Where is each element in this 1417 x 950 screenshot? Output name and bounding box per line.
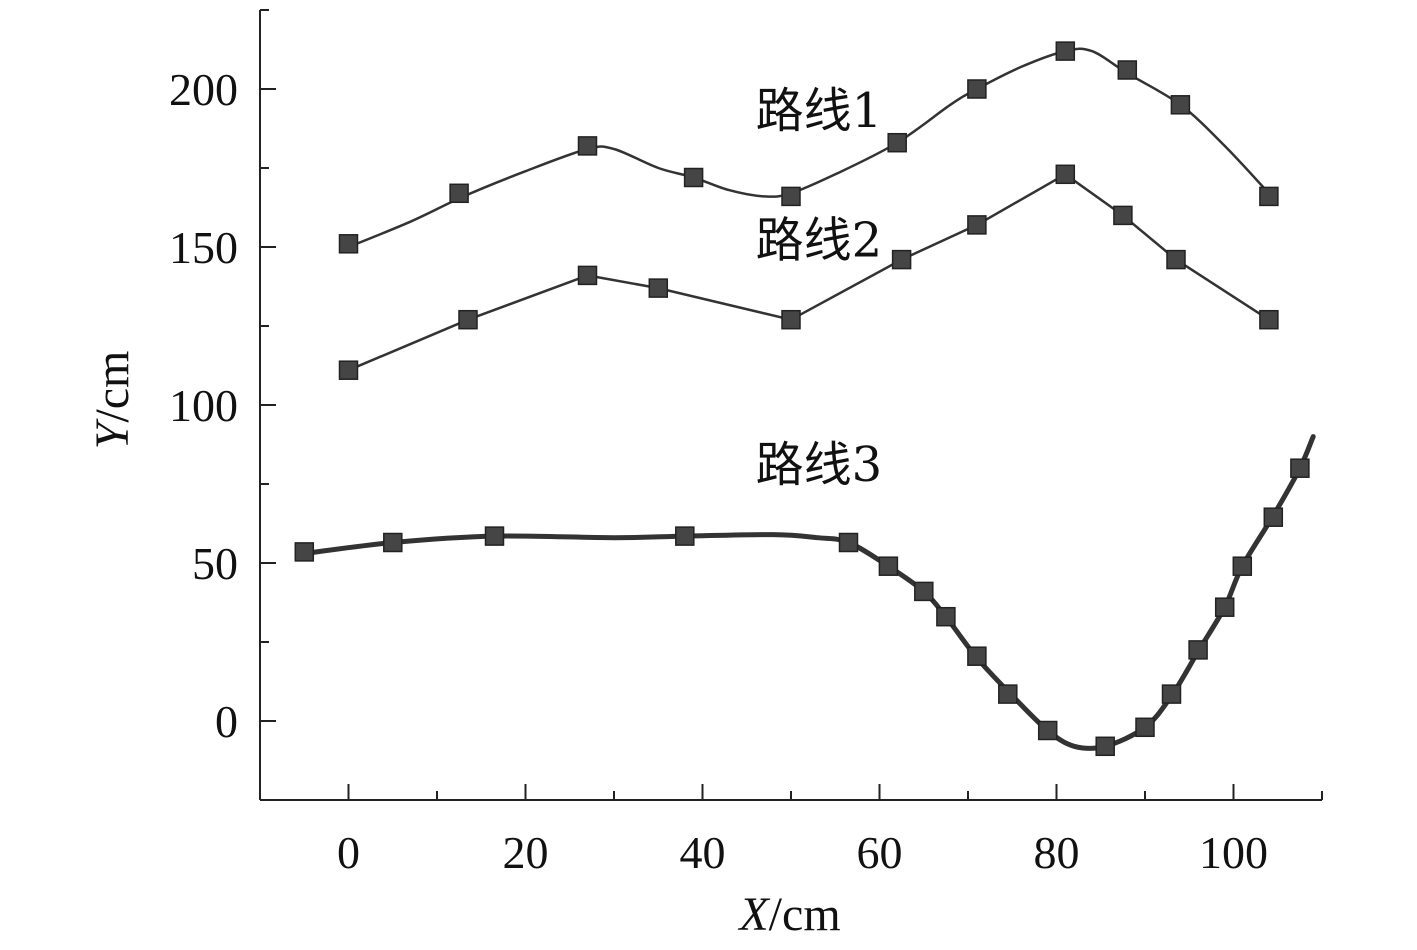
series-2-line	[347, 173, 1271, 372]
series-3-point	[967, 646, 987, 666]
series-labels: 路线1 路线2 路线3	[756, 83, 883, 493]
y-axis-title-var: Y	[86, 418, 139, 449]
series-3-point	[878, 556, 899, 576]
series-3-point	[383, 532, 403, 553]
series-3-point	[998, 684, 1018, 704]
y-axis-title: Y/cm	[86, 351, 139, 450]
y-tick-label: 200	[169, 64, 238, 115]
series-3-point	[1135, 717, 1155, 738]
series-1-line	[347, 47, 1271, 249]
x-axis-title: X/cm	[737, 888, 840, 941]
series-3-point	[1290, 458, 1310, 478]
series-1-point	[1055, 41, 1076, 61]
series-3-point	[1095, 736, 1115, 757]
series-1-point	[1259, 186, 1279, 207]
series-1-point	[338, 234, 359, 254]
series-3-point	[294, 542, 315, 562]
series-1-point	[683, 167, 704, 188]
y-tick-label: 150	[169, 222, 238, 273]
series-2-point	[781, 309, 801, 330]
series-3-point	[936, 606, 956, 627]
series-3-point	[675, 526, 695, 546]
series-2-point	[891, 249, 912, 270]
series-2-point	[458, 309, 478, 330]
series-2-point	[577, 265, 598, 286]
y-tick-label: 0	[215, 696, 238, 747]
x-tick-label: 0	[337, 827, 360, 878]
series-1	[338, 41, 1279, 254]
series-1-point	[577, 136, 598, 156]
series-3-point	[1232, 556, 1253, 576]
series-1-point	[1117, 60, 1138, 80]
y-tick-label: 100	[169, 380, 238, 431]
series-1-point	[1170, 95, 1191, 115]
series-3-point	[484, 526, 505, 546]
y-axis-title-unit: /cm	[86, 351, 139, 423]
series-2-point	[967, 215, 987, 235]
series-2-point	[1259, 309, 1279, 330]
series-2-point	[338, 360, 359, 380]
series-1-point	[887, 132, 907, 153]
x-tick-label: 60	[857, 827, 903, 878]
series-1-point	[781, 186, 801, 207]
series-2-point	[1113, 205, 1133, 226]
axes: 0 20 40 60 80 100 0 50 100 150 200	[169, 9, 1323, 878]
series-3-point	[1037, 720, 1058, 741]
y-tick-label: 50	[192, 538, 238, 589]
series-3-point	[914, 581, 934, 602]
x-tick-label: 80	[1034, 827, 1080, 878]
series-3-point	[1214, 597, 1235, 617]
series-3-label: 路线3	[756, 437, 883, 493]
series-2-point	[648, 278, 669, 298]
series-3-point	[838, 532, 859, 553]
series-3-point	[1188, 640, 1208, 660]
x-tick-label: 20	[503, 827, 549, 878]
series-1-point	[449, 183, 469, 204]
x-tick-label: 100	[1199, 827, 1268, 878]
series-2	[338, 164, 1279, 380]
x-axis-title-unit: /cm	[769, 888, 841, 941]
series-2-point	[1166, 249, 1186, 270]
series-3	[294, 434, 1316, 757]
series-1-point	[967, 79, 987, 99]
series-3-point	[1263, 507, 1284, 527]
series-layer	[294, 41, 1316, 757]
series-3-point	[1161, 684, 1182, 704]
series-1-label: 路线1	[756, 83, 883, 139]
series-2-label: 路线2	[756, 213, 883, 269]
x-axis-title-var: X	[737, 888, 770, 941]
x-tick-label: 40	[680, 827, 726, 878]
series-2-point	[1055, 164, 1076, 185]
